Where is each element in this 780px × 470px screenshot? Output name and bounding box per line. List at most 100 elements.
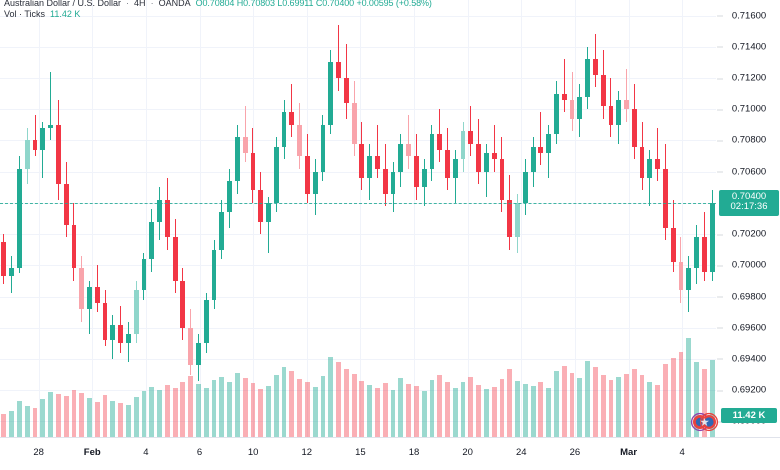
volume-bar: [554, 371, 559, 437]
volume-bar: [110, 400, 116, 437]
current-price-line: [0, 202, 716, 204]
price-tick-label: 0.71200: [717, 73, 780, 84]
bar-countdown: 02:17:36: [730, 201, 768, 213]
candle-body: [79, 268, 85, 310]
candle-wick: [50, 71, 52, 141]
candle-body: [663, 168, 668, 228]
candle-body: [452, 159, 458, 178]
volume-bar: [538, 382, 544, 437]
candle-wick: [244, 106, 246, 163]
gridline-horizontal: [0, 234, 716, 236]
volume-bars: [0, 327, 716, 437]
volume-bar: [133, 397, 139, 437]
candle-body: [281, 112, 287, 147]
date-tick-label: 28: [33, 447, 44, 458]
gridline-horizontal: [0, 265, 716, 267]
candle-wick: [626, 68, 627, 122]
candle-body: [406, 143, 411, 157]
gridline-vertical: [360, 0, 361, 437]
candle-body: [476, 143, 482, 172]
volume-bar: [203, 387, 209, 437]
gridline-vertical: [682, 0, 683, 437]
candle-body: [32, 140, 38, 150]
gridline-vertical: [39, 0, 40, 437]
candle-body: [133, 290, 139, 334]
volume-bar: [499, 378, 505, 437]
volume-bar: [647, 381, 653, 437]
candle-body: [102, 302, 108, 341]
candle-body: [382, 168, 388, 194]
gridline-vertical: [253, 0, 254, 437]
volume-bar: [546, 387, 552, 437]
volume-bar: [452, 387, 458, 437]
candle-body: [149, 221, 155, 260]
volume-bar: [172, 388, 178, 437]
gridline-horizontal: [0, 358, 716, 360]
plot-area[interactable]: [0, 0, 716, 437]
candle-body: [196, 343, 201, 366]
candle-body: [561, 93, 567, 100]
volume-bar: [678, 352, 684, 437]
gridline-vertical: [629, 0, 630, 437]
price-axis[interactable]: 0.70400 02:17:36 11.42 K 0.71600 0.71400 0…: [716, 0, 780, 437]
candle-body: [484, 152, 489, 172]
candle-body: [336, 62, 341, 79]
candle-body: [250, 152, 256, 191]
candle-body: [375, 156, 380, 169]
volume-bar: [289, 371, 295, 437]
volume-bar: [375, 388, 380, 437]
volume-bar: [297, 378, 303, 437]
candle-wick: [291, 84, 293, 138]
candle-body: [468, 131, 474, 144]
volume-bar: [40, 398, 46, 437]
volume-bar: [196, 384, 201, 437]
candle-body: [320, 124, 326, 172]
volume-bar: [157, 390, 162, 437]
candle-body: [118, 324, 124, 344]
candle-body: [421, 168, 427, 188]
volume-bar: [709, 359, 715, 437]
volume-bar: [382, 383, 388, 437]
candle-body: [48, 124, 53, 128]
candle-body: [234, 137, 240, 182]
candle-body: [312, 171, 318, 194]
volume-bar: [94, 402, 100, 437]
price-tick-label: 0.69600: [717, 322, 780, 333]
candle-body: [592, 59, 598, 75]
gridline-vertical: [521, 0, 522, 437]
volume-bar: [242, 378, 248, 437]
gridline-horizontal: [0, 421, 716, 423]
candle-body: [686, 268, 692, 291]
candle-body: [390, 171, 396, 194]
date-tick-label: Feb: [83, 447, 101, 458]
volume-bar: [624, 373, 629, 437]
candle-body: [219, 212, 225, 250]
volume-bar: [616, 377, 622, 437]
volume-bar: [701, 369, 707, 437]
date-tick-label: 12: [301, 447, 313, 458]
candle-body: [413, 156, 419, 188]
volume-bar: [211, 379, 217, 437]
gridline-vertical: [414, 0, 415, 437]
candle-body: [624, 99, 629, 110]
candle-body: [258, 190, 264, 222]
date-axis[interactable]: 28 Feb 4 6 10 12 15 18 20 24 26 Mar 4: [0, 437, 780, 470]
gridline-horizontal: [0, 296, 716, 298]
candle-body: [328, 62, 334, 125]
volume-bar: [694, 362, 699, 437]
candle-body: [709, 202, 715, 272]
candle-body: [211, 249, 217, 300]
volume-bar: [663, 364, 668, 437]
volume-bar: [460, 381, 466, 437]
gridline-horizontal: [0, 109, 716, 111]
candle-body: [585, 59, 590, 97]
volume-bar: [421, 391, 427, 437]
price-tick-label: 0.70200: [717, 229, 780, 240]
candle-body: [670, 227, 676, 263]
volume-bar: [491, 386, 497, 437]
volume-bar: [48, 391, 53, 437]
price-tick-label: 0.70600: [717, 166, 780, 177]
candle-body: [701, 237, 707, 272]
volume-bar: [592, 366, 598, 437]
volume-bar: [305, 381, 310, 437]
